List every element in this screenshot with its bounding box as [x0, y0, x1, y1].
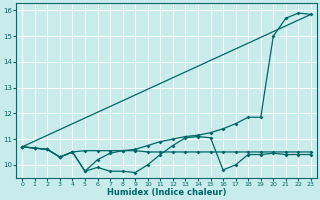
X-axis label: Humidex (Indice chaleur): Humidex (Indice chaleur): [107, 188, 226, 197]
